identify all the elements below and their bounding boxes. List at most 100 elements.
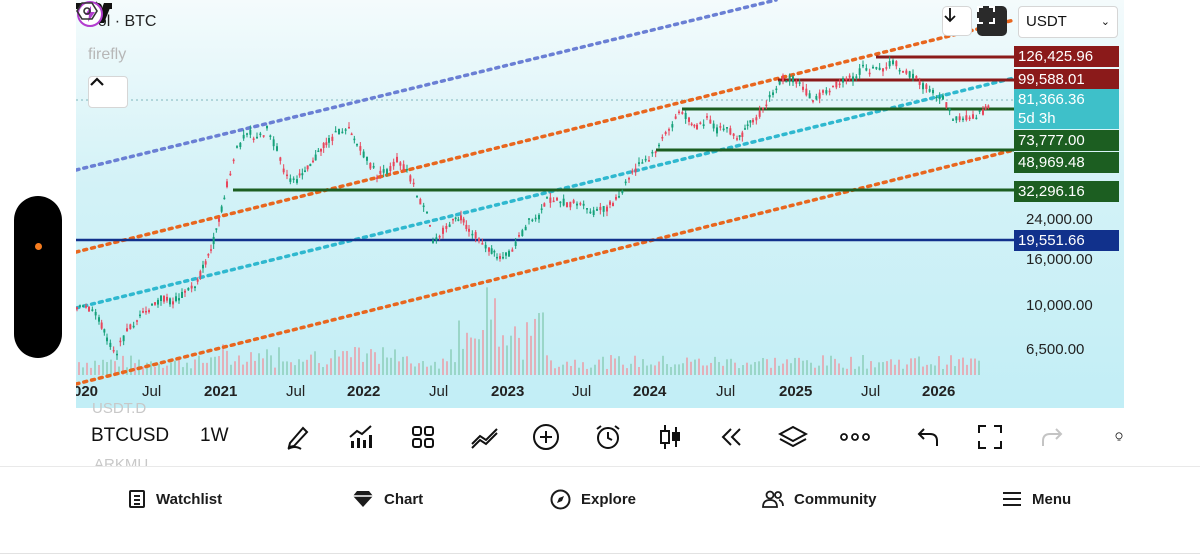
volume-bar [594,364,596,375]
candle-body [848,75,851,78]
candle-body [716,127,718,134]
volume-bar [286,361,288,375]
object-tree-button[interactable] [776,420,810,454]
candle-body [586,208,588,210]
currency-value: USDT [1026,13,1067,30]
candle-body [399,162,402,166]
candle-body [223,197,226,200]
candle-body [298,173,301,176]
candle-body [576,203,578,206]
volume-bar [426,366,428,375]
candle-body [922,83,924,90]
candle-body [252,138,255,140]
volume-bar [942,368,944,375]
side-drag-handle[interactable] [14,196,62,358]
candle-body [366,156,368,161]
symbol-button[interactable]: BTCUSD [91,425,170,446]
add-button[interactable] [529,420,563,454]
undo-button[interactable] [911,420,945,454]
volume-bar [750,364,752,375]
nav-label: Community [794,490,877,508]
replay-button[interactable] [715,420,749,454]
volume-bar [166,365,168,375]
volume-bar [570,365,572,375]
lightbulb-icon [1115,432,1123,441]
candle-body [409,175,412,182]
nav-chart[interactable]: Chart [352,487,423,511]
candle-body [163,295,165,302]
currency-select[interactable]: USDT ⌄ [1018,6,1118,38]
candle-body [145,310,147,313]
volume-bar [526,322,528,375]
channel-mid-line [76,76,1016,310]
candle-body [306,165,309,170]
indicator-name: firefly [88,46,127,63]
nav-menu[interactable]: Menu [1002,487,1071,511]
bar-chart-icon [349,425,372,448]
drawing-tool-button[interactable] [282,420,316,454]
candle-body [320,148,322,152]
candle-body [602,206,605,212]
candle-body [262,135,265,137]
volume-bar [622,364,624,375]
candle-body [832,85,834,88]
volume-bar [190,368,192,375]
volume-bar [598,359,600,375]
volume-bar [366,353,368,375]
volume-bar [210,357,212,375]
lightbulb-button[interactable] [1106,420,1124,454]
candle-body [289,178,292,182]
candle-body [696,124,698,130]
volume-bar [878,362,880,375]
price-axis-label: 16,000.00 [1026,251,1093,268]
candle-body [752,119,754,123]
candle-body [376,177,378,179]
volume-bar [406,356,408,375]
volume-bar [114,361,116,375]
nav-watchlist[interactable]: Watchlist [128,487,222,511]
candle-body [160,295,162,301]
fullscreen-button[interactable] [973,420,1007,454]
candle-body [242,134,245,139]
volume-bar [686,357,688,375]
volume-bar [194,359,196,375]
price-chart[interactable] [76,0,1124,408]
candle-body [552,200,555,203]
candle-body [499,256,501,259]
price-scale[interactable]: 126,425.96 99,588.01 81,366.36 5d 3h 73,… [1014,0,1124,376]
volume-bar [574,359,576,375]
chart-type-button[interactable] [653,420,687,454]
candle-body [569,201,572,208]
candle-body [648,160,650,162]
download-button[interactable] [942,6,972,36]
volume-bar [818,365,820,375]
volume-bar [358,347,360,375]
collapse-legend-button[interactable] [88,76,128,108]
volume-bar [294,365,296,375]
time-axis-label: Jul [716,383,736,400]
bottom-navigation: Watchlist Chart Explore Community [0,466,1200,530]
indicators-button[interactable] [344,420,378,454]
more-options-button[interactable] [838,420,872,454]
nav-community[interactable]: Community [762,487,877,511]
chart-toolbar: USDT.D ARKMU BTCUSD 1W [76,400,1124,473]
fullscreen-toggle-button[interactable] [977,6,1007,36]
chart-pane[interactable]: Vol · BTC firefly [76,0,1124,408]
interval-button[interactable]: 1W [200,425,229,446]
candle-body [416,195,418,198]
volume-bar [434,361,436,375]
hexagon-settings-icon[interactable] [76,0,98,22]
nav-explore[interactable]: Explore [550,487,636,511]
volume-bar [678,364,680,375]
alert-button[interactable] [591,420,625,454]
redo-button[interactable] [1035,420,1069,454]
candle-body [79,305,81,307]
patterns-button[interactable] [468,420,502,454]
volume-bar [802,360,804,375]
layouts-button[interactable] [406,420,440,454]
candle-body [531,219,534,222]
candle-body [448,224,451,227]
candle-body [868,72,871,75]
candle-body [902,70,904,73]
channel-orange-upper-line [76,18,1016,254]
